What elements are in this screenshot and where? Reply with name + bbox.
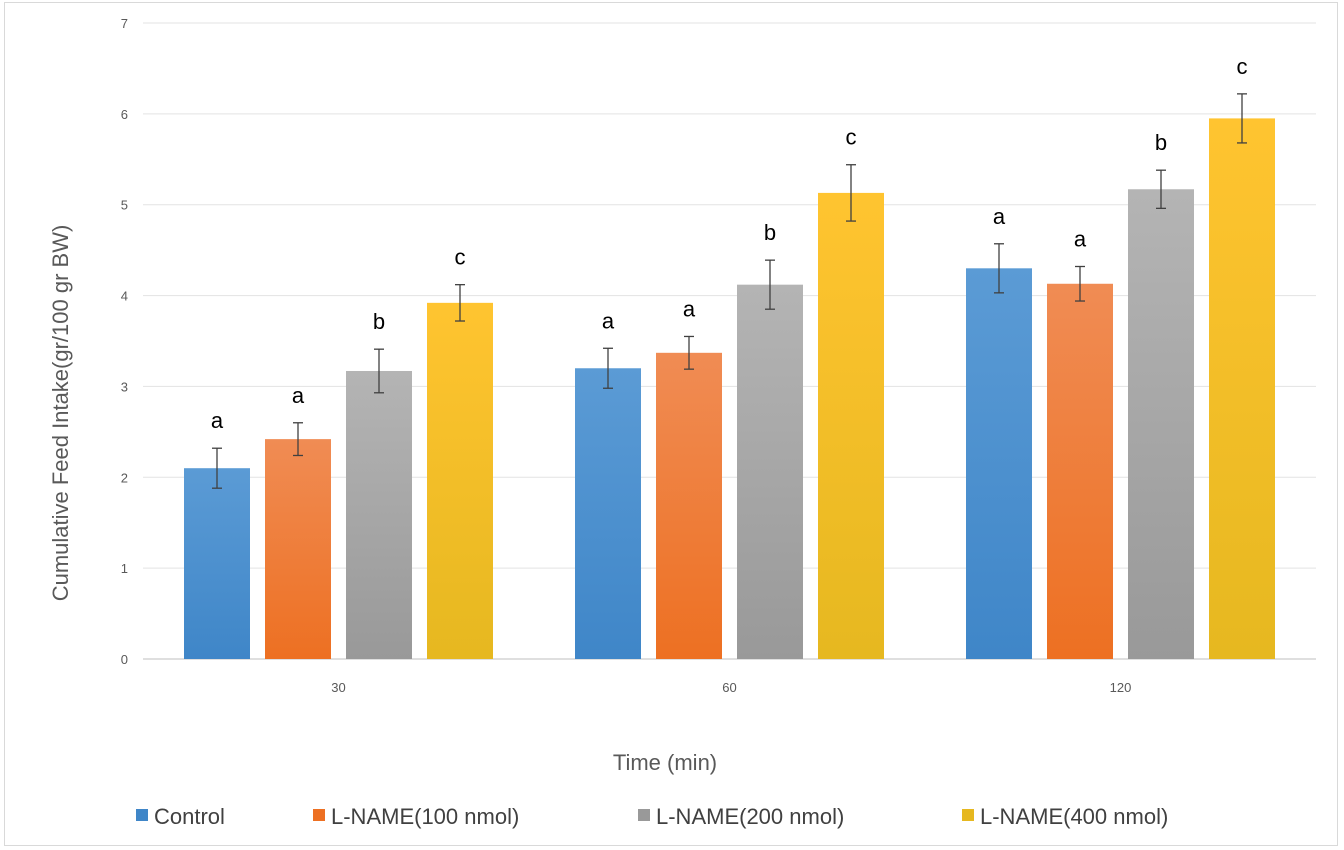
y-tick-label: 1: [121, 561, 128, 576]
bar: [184, 468, 250, 659]
y-axis-title: Cumulative Feed Intake(gr/100 gr BW): [48, 225, 73, 602]
x-tick-label: 60: [722, 680, 736, 695]
legend-item: L-NAME(200 nmol): [638, 804, 844, 829]
significance-label: a: [211, 408, 224, 433]
legend-label: L-NAME(200 nmol): [656, 804, 844, 829]
x-tick-label: 30: [331, 680, 345, 695]
bar: [966, 268, 1032, 659]
significance-labels: a a b c a a b c a a b c: [211, 54, 1248, 433]
error-bar: [765, 259, 775, 310]
bar: [1047, 283, 1113, 659]
y-tick-label: 3: [121, 379, 128, 394]
bar: [265, 439, 331, 659]
significance-label: c: [846, 125, 857, 150]
y-tick-label: 6: [121, 107, 128, 122]
significance-label: b: [764, 220, 776, 245]
x-axis-title: Time (min): [613, 750, 717, 775]
error-bars: [212, 93, 1247, 489]
x-tick-labels: 30 60 120: [331, 680, 1131, 695]
bar: [656, 352, 722, 659]
bar: [427, 302, 493, 659]
y-tick-label: 0: [121, 652, 128, 667]
error-bar: [846, 164, 856, 222]
bar: [737, 284, 803, 659]
bar: [346, 370, 412, 659]
error-bar: [374, 348, 384, 394]
legend-label: L-NAME(100 nmol): [331, 804, 519, 829]
significance-label: a: [602, 308, 615, 333]
y-tick-label: 7: [121, 16, 128, 31]
bar: [575, 368, 641, 659]
bar: [818, 192, 884, 659]
error-bar: [1237, 93, 1247, 144]
significance-label: a: [993, 204, 1006, 229]
error-bar: [684, 335, 694, 370]
legend-label: Control: [154, 804, 225, 829]
legend-swatch: [313, 809, 325, 821]
bar: [1209, 118, 1275, 659]
significance-label: c: [455, 245, 466, 270]
legend-item: Control: [136, 804, 225, 829]
bar: [1128, 189, 1194, 660]
y-tick-label: 5: [121, 198, 128, 213]
legend-label: L-NAME(400 nmol): [980, 804, 1168, 829]
error-bar: [455, 284, 465, 322]
significance-label: a: [1074, 226, 1087, 251]
error-bar: [603, 347, 613, 389]
significance-label: a: [683, 296, 696, 321]
legend-item: L-NAME(400 nmol): [962, 804, 1168, 829]
legend: Control L-NAME(100 nmol) L-NAME(200 nmol) L…: [136, 804, 1168, 829]
bars: [184, 118, 1275, 660]
gridlines: [143, 22, 1316, 660]
legend-swatch: [962, 809, 974, 821]
legend-swatch: [638, 809, 650, 821]
y-tick-label: 2: [121, 470, 128, 485]
error-bar: [1075, 265, 1085, 302]
y-tick-labels: 0 1 2 3 4 5 6 7: [121, 16, 128, 667]
significance-label: b: [1155, 130, 1167, 155]
legend-swatch: [136, 809, 148, 821]
significance-label: b: [373, 309, 385, 334]
significance-label: a: [292, 383, 305, 408]
y-tick-label: 4: [121, 289, 128, 304]
error-bar: [994, 243, 1004, 294]
error-bar: [1156, 169, 1166, 209]
x-tick-label: 120: [1110, 680, 1132, 695]
error-bar: [212, 447, 222, 489]
significance-label: c: [1237, 54, 1248, 79]
legend-item: L-NAME(100 nmol): [313, 804, 519, 829]
error-bar: [293, 422, 303, 457]
